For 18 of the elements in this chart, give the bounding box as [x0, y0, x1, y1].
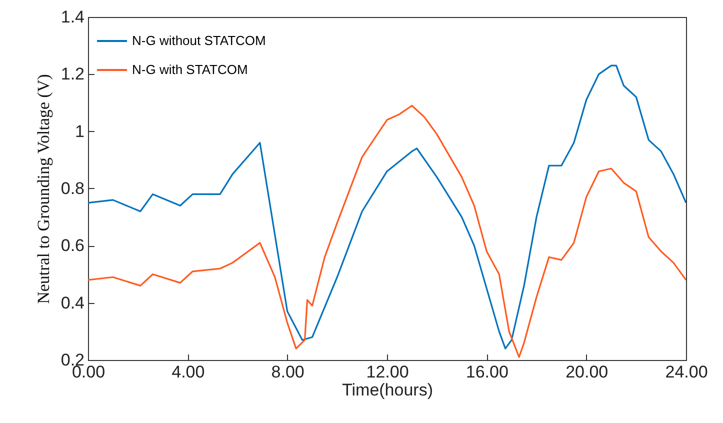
x-axis-title: Time(hours) [342, 380, 433, 400]
y-axis-title: Neutral to Grounding Voltage (V) [34, 74, 53, 304]
x-tick-label: 24.00 [665, 362, 708, 382]
x-tick-label: 8.00 [271, 362, 304, 382]
y-tick-label: 1 [75, 122, 84, 141]
x-tick-label: 20.00 [566, 362, 608, 382]
x-tick-label: 12.00 [366, 362, 409, 382]
x-tick-label: 16.00 [466, 362, 508, 382]
line-series [88, 64, 686, 350]
y-tick-label: 1.4 [60, 8, 84, 26]
y-tick-label: 0.6 [60, 236, 84, 256]
y-tick-label: 0.8 [60, 179, 84, 198]
y-tick-label: 1.2 [60, 64, 84, 84]
y-tick-label: 0.4 [60, 293, 84, 312]
x-tick-label: 4.00 [172, 362, 205, 382]
line-series [88, 104, 686, 358]
legend-label: N-G without STATCOM [132, 33, 266, 48]
legend-label: N-G with STATCOM [132, 62, 248, 77]
